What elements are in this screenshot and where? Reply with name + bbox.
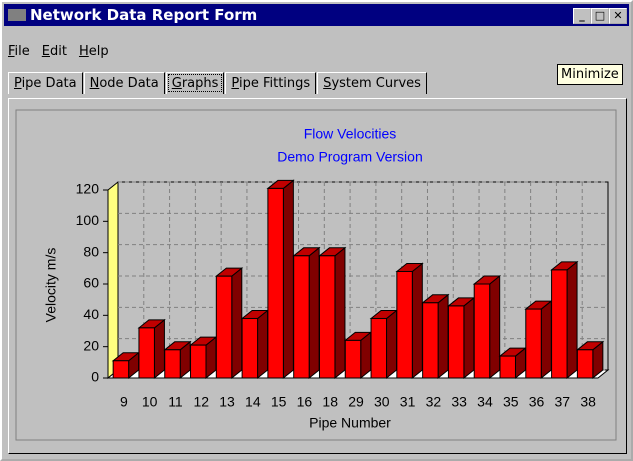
y-tick-label: 40	[83, 306, 99, 322]
tab-strip: Pipe Data Node Data Graphs Pipe Fittings Sys…	[8, 72, 428, 94]
y-axis-label: Velocity m/s	[43, 248, 59, 323]
menu-item[interactable]: Help	[78, 44, 109, 59]
side-wall	[107, 180, 119, 380]
x-tick-label: 18	[322, 394, 338, 410]
y-tick-label: 80	[83, 243, 99, 259]
tab[interactable]: Graphs	[165, 72, 225, 94]
menu-item[interactable]: File	[8, 44, 30, 59]
x-tick-label: 15	[271, 394, 287, 410]
minimize-button[interactable]: _	[573, 8, 591, 24]
bar	[293, 255, 310, 379]
tab-panel	[8, 98, 627, 454]
bar	[370, 317, 388, 379]
y-tick-label: 120	[76, 181, 100, 197]
bar	[447, 305, 465, 379]
y-tick-label: 0	[91, 369, 99, 385]
bar	[267, 187, 284, 379]
bar	[422, 302, 439, 379]
menu-bar: File Edit Help	[8, 44, 121, 59]
bar	[576, 349, 594, 379]
bar	[318, 255, 336, 379]
bar-side	[386, 309, 398, 380]
x-tick-label: 11	[168, 394, 183, 410]
x-tick-label: 10	[142, 394, 158, 410]
y-tick-label: 60	[83, 275, 99, 291]
maximize-button[interactable]: □	[591, 8, 609, 24]
bar-side	[566, 260, 578, 380]
y-tick-label: 20	[83, 337, 99, 353]
x-axis-label: Pipe Number	[309, 415, 391, 431]
bar	[525, 308, 542, 379]
x-tick-label: 38	[580, 394, 596, 410]
x-tick-label: 16	[297, 394, 313, 410]
chart-subtitle: Demo Program Version	[277, 149, 423, 165]
x-tick-label: 14	[245, 394, 261, 410]
x-tick-label: 34	[477, 394, 493, 410]
x-tick-label: 35	[503, 394, 519, 410]
tab[interactable]: Pipe Data	[8, 72, 83, 94]
bar	[344, 339, 362, 379]
bar-side	[308, 246, 320, 380]
x-tick-label: 13	[219, 394, 235, 410]
close-button[interactable]: ✕	[609, 8, 627, 24]
tab[interactable]: Pipe Fittings	[225, 72, 317, 94]
x-tick-label: 32	[426, 394, 442, 410]
tab[interactable]: Node Data	[83, 72, 165, 94]
x-tick-label: 30	[374, 394, 390, 410]
bar-side	[257, 309, 269, 380]
bar-side	[463, 296, 475, 380]
x-tick-label: 31	[400, 394, 416, 410]
tab[interactable]: System Curves	[317, 72, 427, 94]
bar	[499, 355, 516, 379]
x-tick-label: 29	[348, 394, 364, 410]
bar-side	[282, 179, 294, 380]
bar	[138, 327, 155, 379]
bar	[551, 269, 568, 379]
window-title: Network Data Report Form	[30, 6, 258, 24]
bar-side	[411, 262, 423, 380]
bar-side	[153, 318, 165, 380]
chart-title: Flow Velocities	[304, 126, 397, 142]
title-bar: Network Data Report Form _ □ ✕	[4, 4, 629, 26]
y-tick-label: 100	[76, 212, 100, 228]
menu-item[interactable]: Edit	[41, 44, 67, 59]
bar	[112, 360, 130, 379]
x-tick-label: 33	[451, 394, 467, 410]
bar	[215, 275, 233, 379]
x-tick-label: 12	[193, 394, 209, 410]
bar-side	[540, 300, 552, 380]
bar-side	[231, 267, 243, 380]
bar	[396, 270, 413, 379]
x-tick-label: 36	[529, 394, 545, 410]
bar	[473, 283, 491, 379]
tooltip: Minimize	[557, 64, 623, 85]
bar-side	[334, 246, 346, 380]
x-tick-label: 37	[555, 394, 571, 410]
bar	[164, 349, 181, 379]
bar	[190, 344, 207, 379]
bar-side	[437, 293, 449, 380]
x-tick-label: 9	[120, 394, 128, 410]
bar-side	[489, 274, 501, 380]
bar	[241, 317, 259, 379]
